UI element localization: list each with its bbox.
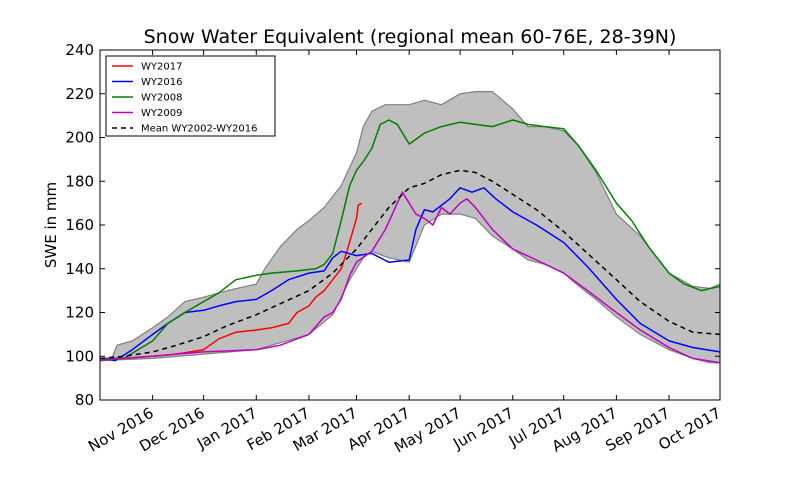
chart-title: Snow Water Equivalent (regional mean 60-… [144, 26, 677, 48]
series-line-1 [99, 187, 721, 362]
envelope-lower-edge [99, 213, 720, 364]
legend-box [105, 55, 276, 137]
legend-label-3: WY2009 [141, 108, 182, 119]
y-tick-label-2: 120 [65, 304, 94, 322]
series-line-3 [99, 191, 721, 364]
x-tick-label-7: Jun 2017 [449, 404, 516, 453]
band-layer [99, 91, 721, 364]
legend: WY2017 WY2016 WY2008 WY2009 Mean WY2002-WY20… [105, 55, 276, 137]
envelope-upper-edge [100, 91, 721, 359]
y-tick-label-3: 140 [65, 260, 94, 278]
y-axis-label: SWE in mm [42, 182, 60, 268]
plot-area [99, 49, 721, 401]
y-tick-label-0: 80 [75, 391, 94, 409]
series-line-2 [100, 119, 721, 360]
y-tick-label-1: 100 [65, 347, 94, 365]
legend-label-4: Mean WY2002-WY2016 [141, 124, 258, 135]
envelope-band [100, 91, 720, 363]
legend-label-2: WY2008 [141, 93, 182, 104]
y-tick-label-8: 240 [65, 41, 94, 59]
legend-label-0: WY2017 [141, 62, 182, 73]
y-tick-label-4: 160 [65, 216, 94, 234]
series-layer [99, 119, 721, 364]
y-tick-label-5: 180 [65, 172, 94, 190]
y-tick-label-7: 220 [65, 85, 94, 103]
y-tick-label-6: 200 [65, 129, 94, 147]
series-line-4 [99, 169, 721, 360]
legend-label-1: WY2016 [141, 77, 182, 88]
y-axis: 80 100 120 140 160 180 200 220 240 [65, 41, 720, 409]
